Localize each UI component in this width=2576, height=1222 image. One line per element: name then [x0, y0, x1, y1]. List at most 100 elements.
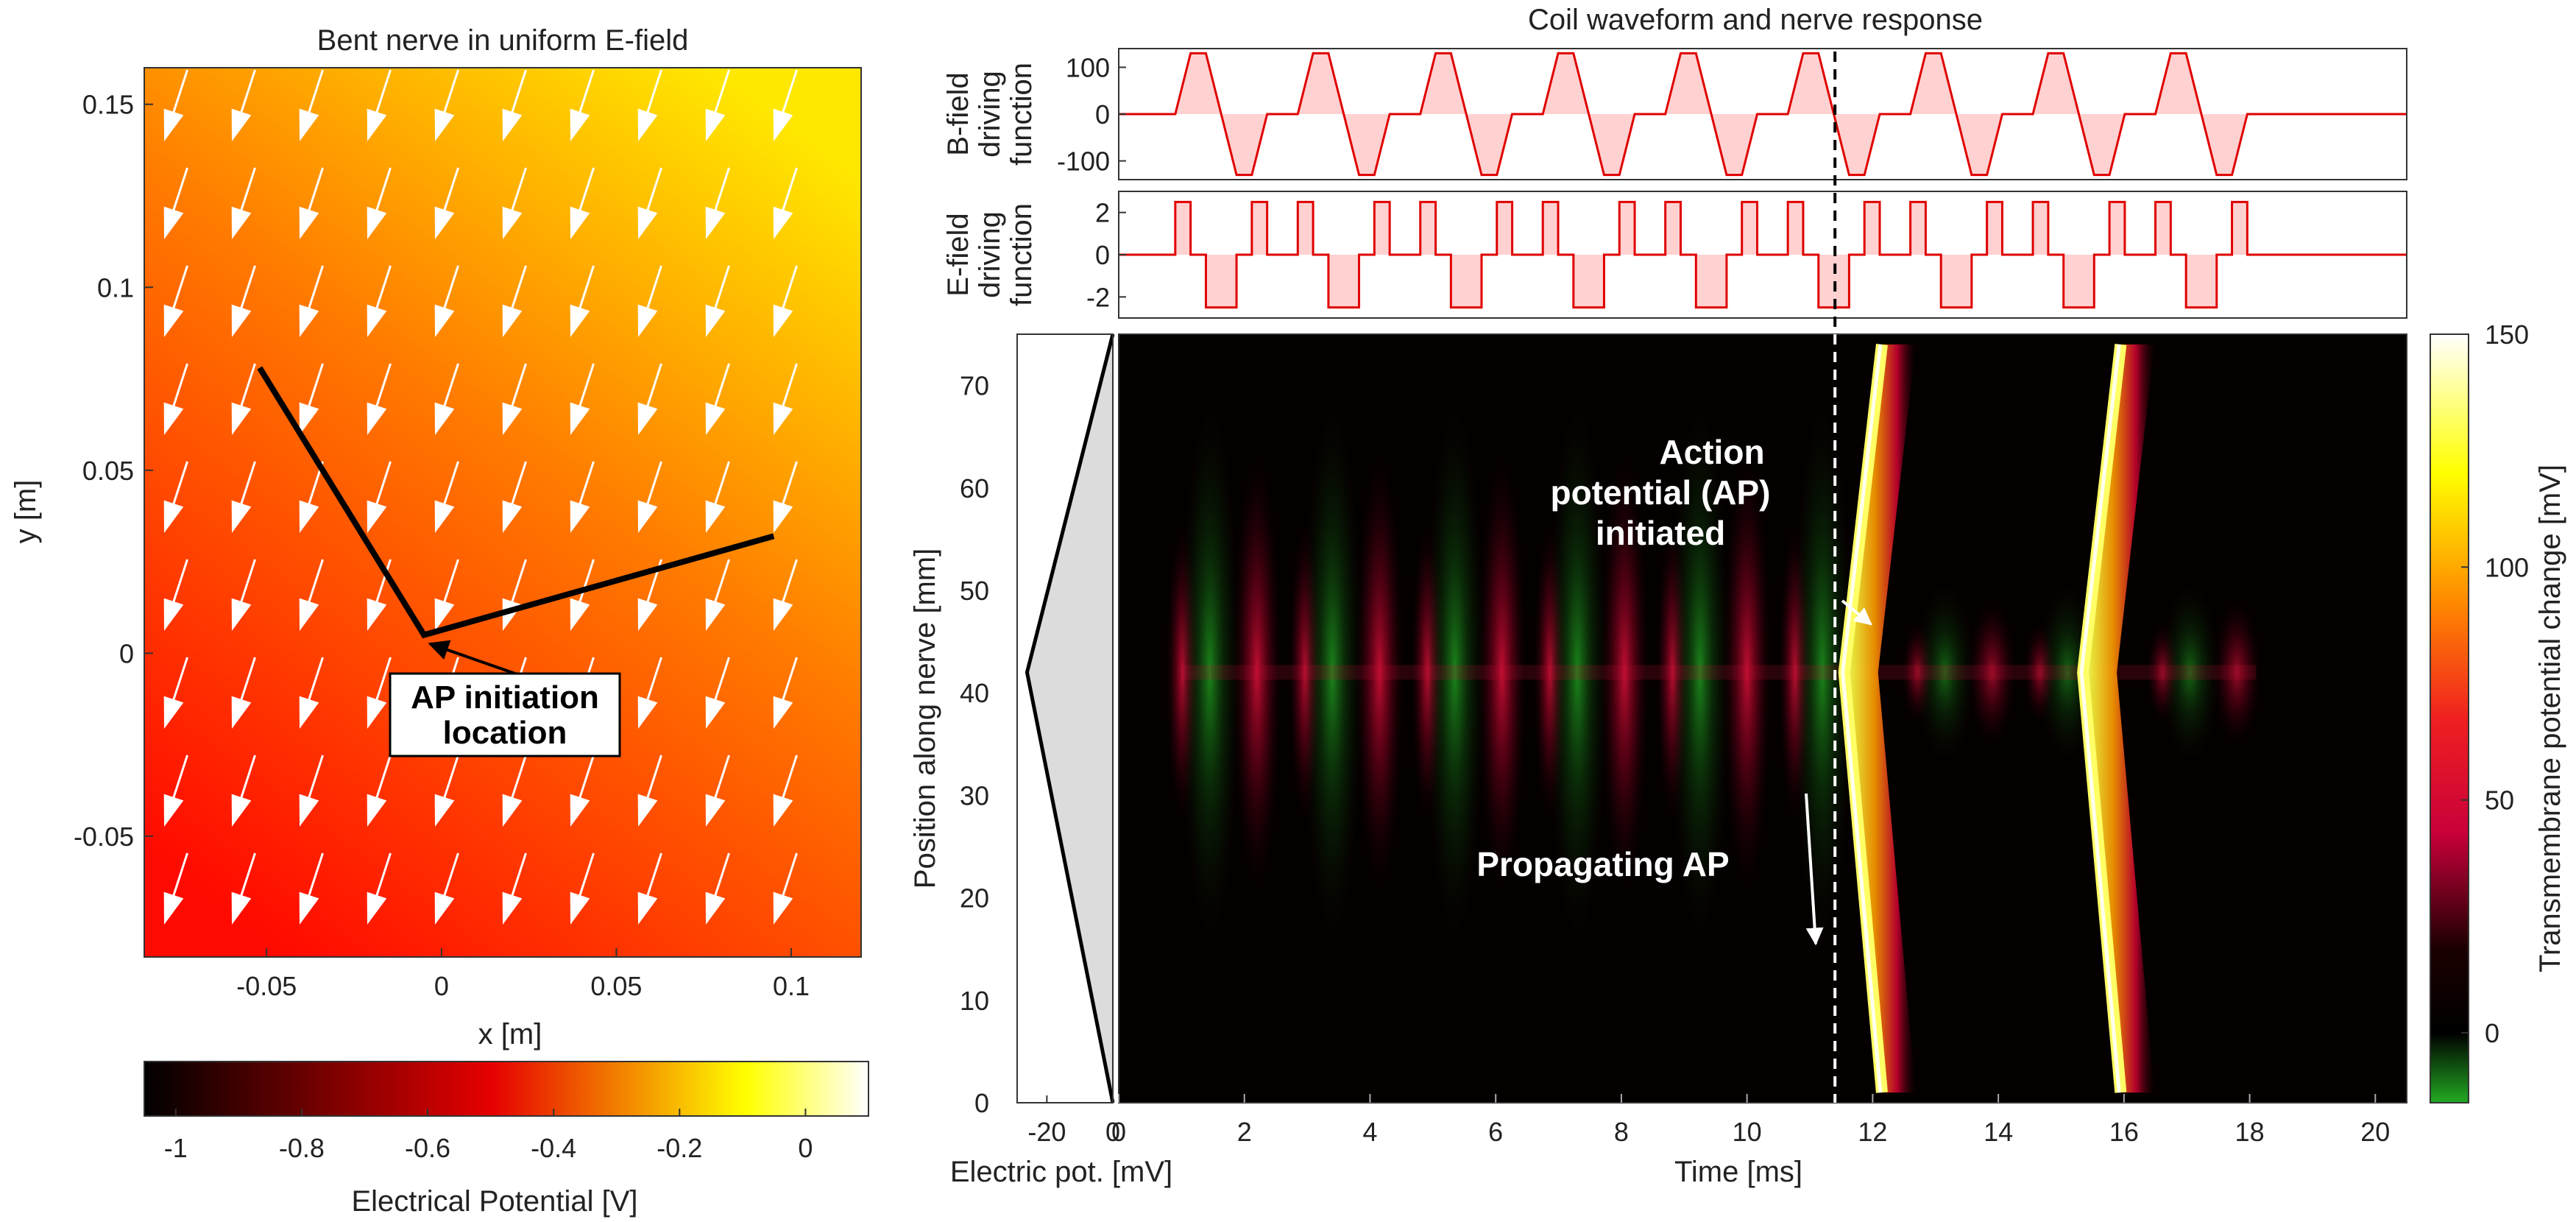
- efield-arrow: [434, 559, 459, 631]
- efield-arrow: [570, 852, 595, 925]
- heatmap-x-tick-label: 4: [1362, 1117, 1377, 1147]
- efield-arrow: [502, 852, 527, 925]
- efield-y-tick-label: -2: [1086, 282, 1110, 312]
- ap-wavefront-core: [2079, 344, 2121, 1093]
- transmembrane-colorbar-tick-label: 0: [2485, 1018, 2499, 1048]
- efield-y-label-line-1: E-field: [942, 213, 974, 296]
- efield-arrow: [231, 69, 256, 141]
- propagating-ap-label: Propagating AP: [1476, 845, 1729, 883]
- field-panel-title: Bent nerve in uniform E-field: [317, 24, 689, 57]
- potential-colorbar-tick-label: 0: [798, 1133, 813, 1163]
- hyperpolarization-response: [1425, 407, 1485, 938]
- electric-pot-x-label: Electric pot. [mV]: [950, 1156, 1172, 1188]
- efield-arrow: [299, 363, 324, 435]
- efield-arrow: [570, 559, 595, 631]
- efield-arrow: [299, 755, 324, 827]
- field-y-tick-label: 0.1: [97, 272, 134, 303]
- heatmap-y-tick-label: 0: [974, 1088, 989, 1118]
- efield-arrow: [163, 265, 188, 337]
- propagating-ap-arrow: [1805, 793, 1824, 946]
- callout-line-1: AP initiation: [411, 679, 599, 716]
- efield-arrow: [434, 69, 459, 141]
- efield-arrow: [367, 363, 392, 435]
- heatmap-x-tick-label: 16: [2109, 1117, 2139, 1147]
- efield-arrow: [705, 167, 730, 239]
- efield-fill: [1119, 202, 2407, 308]
- heatmap-x-tick-label: 8: [1614, 1117, 1629, 1147]
- heatmap-frame: [1118, 333, 2407, 1103]
- efield-arrow: [231, 852, 256, 925]
- field-panel-frame: [144, 67, 862, 958]
- efield-arrow: [231, 559, 256, 631]
- efield-arrow: [502, 755, 527, 827]
- efield-arrow: [637, 657, 662, 729]
- transmembrane-colorbar-label: Transmembrane potential change [mV]: [2534, 465, 2566, 972]
- bfield-y-label: B-field driving function: [942, 63, 1038, 166]
- efield-y-tick-label: 0: [1095, 240, 1110, 270]
- transmembrane-colorbar-bar: [2430, 333, 2469, 1103]
- efield-arrow: [570, 755, 595, 827]
- efield-arrow: [705, 755, 730, 827]
- efield-arrow: [163, 461, 188, 533]
- efield-y-label-line-3: function: [1005, 203, 1038, 306]
- efield-arrow: [434, 363, 459, 435]
- efield-arrow: [773, 559, 798, 631]
- ap-initiation-callout: AP initiation location: [389, 640, 621, 757]
- callout-line-2: location: [443, 715, 567, 751]
- efield-arrow: [299, 167, 324, 239]
- hyperpolarization-response: [1180, 407, 1239, 938]
- efield-arrow: [502, 363, 527, 435]
- efield-arrow: [163, 363, 188, 435]
- efield-arrow: [367, 69, 392, 141]
- heatmap-x-tick-label: 10: [1733, 1117, 1762, 1147]
- efield-arrow: [773, 69, 798, 141]
- hyperpolarization-response: [2160, 584, 2220, 761]
- efield-arrow: [163, 852, 188, 925]
- efield-arrow: [231, 755, 256, 827]
- electric-pot-x-tick-label: -20: [1027, 1117, 1066, 1147]
- bfield-panel: -100 0 100 B-field driving function: [942, 48, 2407, 180]
- efield-arrow: [705, 265, 730, 337]
- heatmap-x-tick-label: 0: [1111, 1117, 1126, 1147]
- nerve-path: [257, 366, 775, 639]
- depolarization-response: [1356, 460, 1404, 885]
- efield-panel: -2 0 2 E-field driving function: [942, 191, 2407, 319]
- efield-arrows: [163, 69, 798, 925]
- depolarization-response: [1968, 601, 2016, 744]
- potential-colorbar-tick-label: -1: [164, 1133, 188, 1163]
- field-y-ticks: -0.05 0 0.05 0.1 0.15: [74, 90, 153, 852]
- heatmap-y-tick-label: 20: [960, 883, 989, 914]
- potential-colorbar-tick-label: -0.8: [279, 1133, 325, 1163]
- efield-arrow: [163, 657, 188, 729]
- efield-arrow: [773, 265, 798, 337]
- heatmap-x-label: Time [ms]: [1674, 1156, 1802, 1188]
- efield-arrow: [434, 265, 459, 337]
- hyperpolarization-response: [1670, 407, 1730, 938]
- heatmap-x-tick-label: 20: [2360, 1117, 2390, 1147]
- efield-arrow: [367, 657, 392, 729]
- efield-arrow: [434, 755, 459, 827]
- transmembrane-colorbar-ticks: 0 50 100 150: [2461, 319, 2529, 1048]
- efield-arrow: [231, 167, 256, 239]
- potential-colorbar-tick-label: -0.6: [405, 1133, 450, 1163]
- field-x-tick-label: 0: [434, 971, 449, 1001]
- ap-initiated-line-1: Action: [1659, 433, 1764, 471]
- field-x-tick-label: 0.1: [773, 971, 810, 1001]
- efield-arrow: [367, 265, 392, 337]
- propagating-ap-annotation: Propagating AP: [1476, 793, 1824, 946]
- field-y-tick-label: 0: [119, 638, 134, 668]
- heatmap-x-tick-label: 2: [1237, 1117, 1252, 1147]
- transmembrane-colorbar-tick-label: 100: [2485, 552, 2529, 582]
- potential-colorbar: [144, 1061, 869, 1117]
- efield-arrow: [299, 265, 324, 337]
- efield-arrow: [705, 852, 730, 925]
- efield-arrow: [502, 69, 527, 141]
- callout-box: [389, 672, 621, 757]
- field-x-tick-label: 0.05: [590, 971, 642, 1001]
- efield-arrow: [705, 559, 730, 631]
- potential-colorbar-ticks: -1 -0.8 -0.6 -0.4 -0.2 0: [164, 1109, 813, 1163]
- bfield-y-label-line-1: B-field: [942, 72, 974, 155]
- efield-arrow: [705, 657, 730, 729]
- heatmap-x-tick-label: 6: [1488, 1117, 1503, 1147]
